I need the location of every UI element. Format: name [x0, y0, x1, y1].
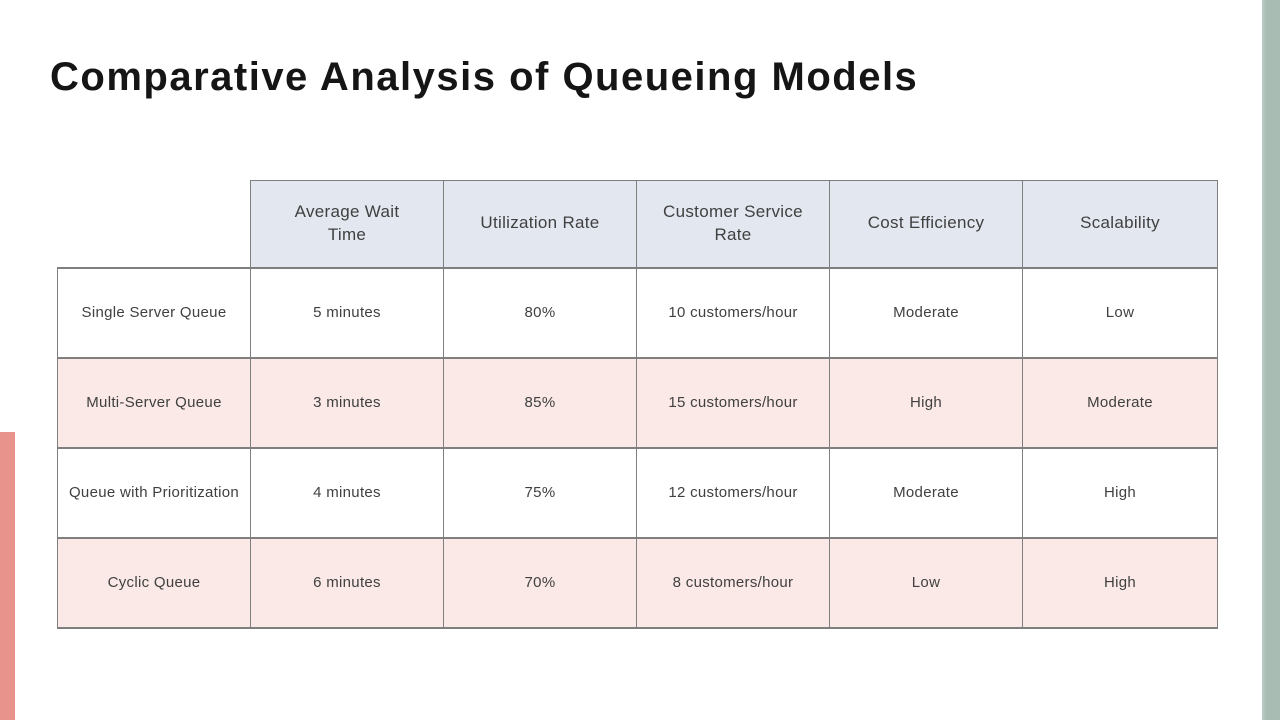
row-label: Single Server Queue [57, 266, 251, 359]
comparison-table-container: Average Wait Time Utilization Rate Custo… [57, 180, 1218, 629]
cell: Low [1022, 266, 1218, 359]
row-label: Multi-Server Queue [57, 356, 251, 449]
table-row: Cyclic Queue 6 minutes 70% 8 customers/h… [57, 536, 1218, 629]
corner-cell [58, 181, 251, 268]
column-header-utilization-rate: Utilization Rate [443, 180, 637, 269]
page-title: Comparative Analysis of Queueing Models [50, 54, 919, 99]
row-label: Cyclic Queue [57, 536, 251, 629]
right-accent-bar [1262, 0, 1280, 720]
cell: 4 minutes [250, 446, 444, 539]
left-accent-bar [0, 432, 15, 720]
cell: 12 customers/hour [636, 446, 830, 539]
cell: High [1022, 536, 1218, 629]
cell: 5 minutes [250, 266, 444, 359]
cell: 75% [443, 446, 637, 539]
table-row: Queue with Prioritization 4 minutes 75% … [57, 446, 1218, 539]
cell: 8 customers/hour [636, 536, 830, 629]
row-label: Queue with Prioritization [57, 446, 251, 539]
cell: 3 minutes [250, 356, 444, 449]
table-row: Single Server Queue 5 minutes 80% 10 cus… [57, 266, 1218, 359]
cell: High [829, 356, 1023, 449]
column-header-customer-service-rate: Customer Service Rate [636, 180, 830, 269]
cell: 6 minutes [250, 536, 444, 629]
cell: Moderate [1022, 356, 1218, 449]
cell: 10 customers/hour [636, 266, 830, 359]
column-header-cost-efficiency: Cost Efficiency [829, 180, 1023, 269]
column-header-average-wait-time: Average Wait Time [250, 180, 444, 269]
column-header-scalability: Scalability [1022, 180, 1218, 269]
table-row: Multi-Server Queue 3 minutes 85% 15 cust… [57, 356, 1218, 449]
header-row: Average Wait Time Utilization Rate Custo… [58, 180, 1218, 269]
cell: High [1022, 446, 1218, 539]
cell: 80% [443, 266, 637, 359]
comparison-table: Average Wait Time Utilization Rate Custo… [57, 180, 1218, 629]
cell: Moderate [829, 266, 1023, 359]
cell: 15 customers/hour [636, 356, 830, 449]
cell: 70% [443, 536, 637, 629]
cell: 85% [443, 356, 637, 449]
cell: Low [829, 536, 1023, 629]
cell: Moderate [829, 446, 1023, 539]
